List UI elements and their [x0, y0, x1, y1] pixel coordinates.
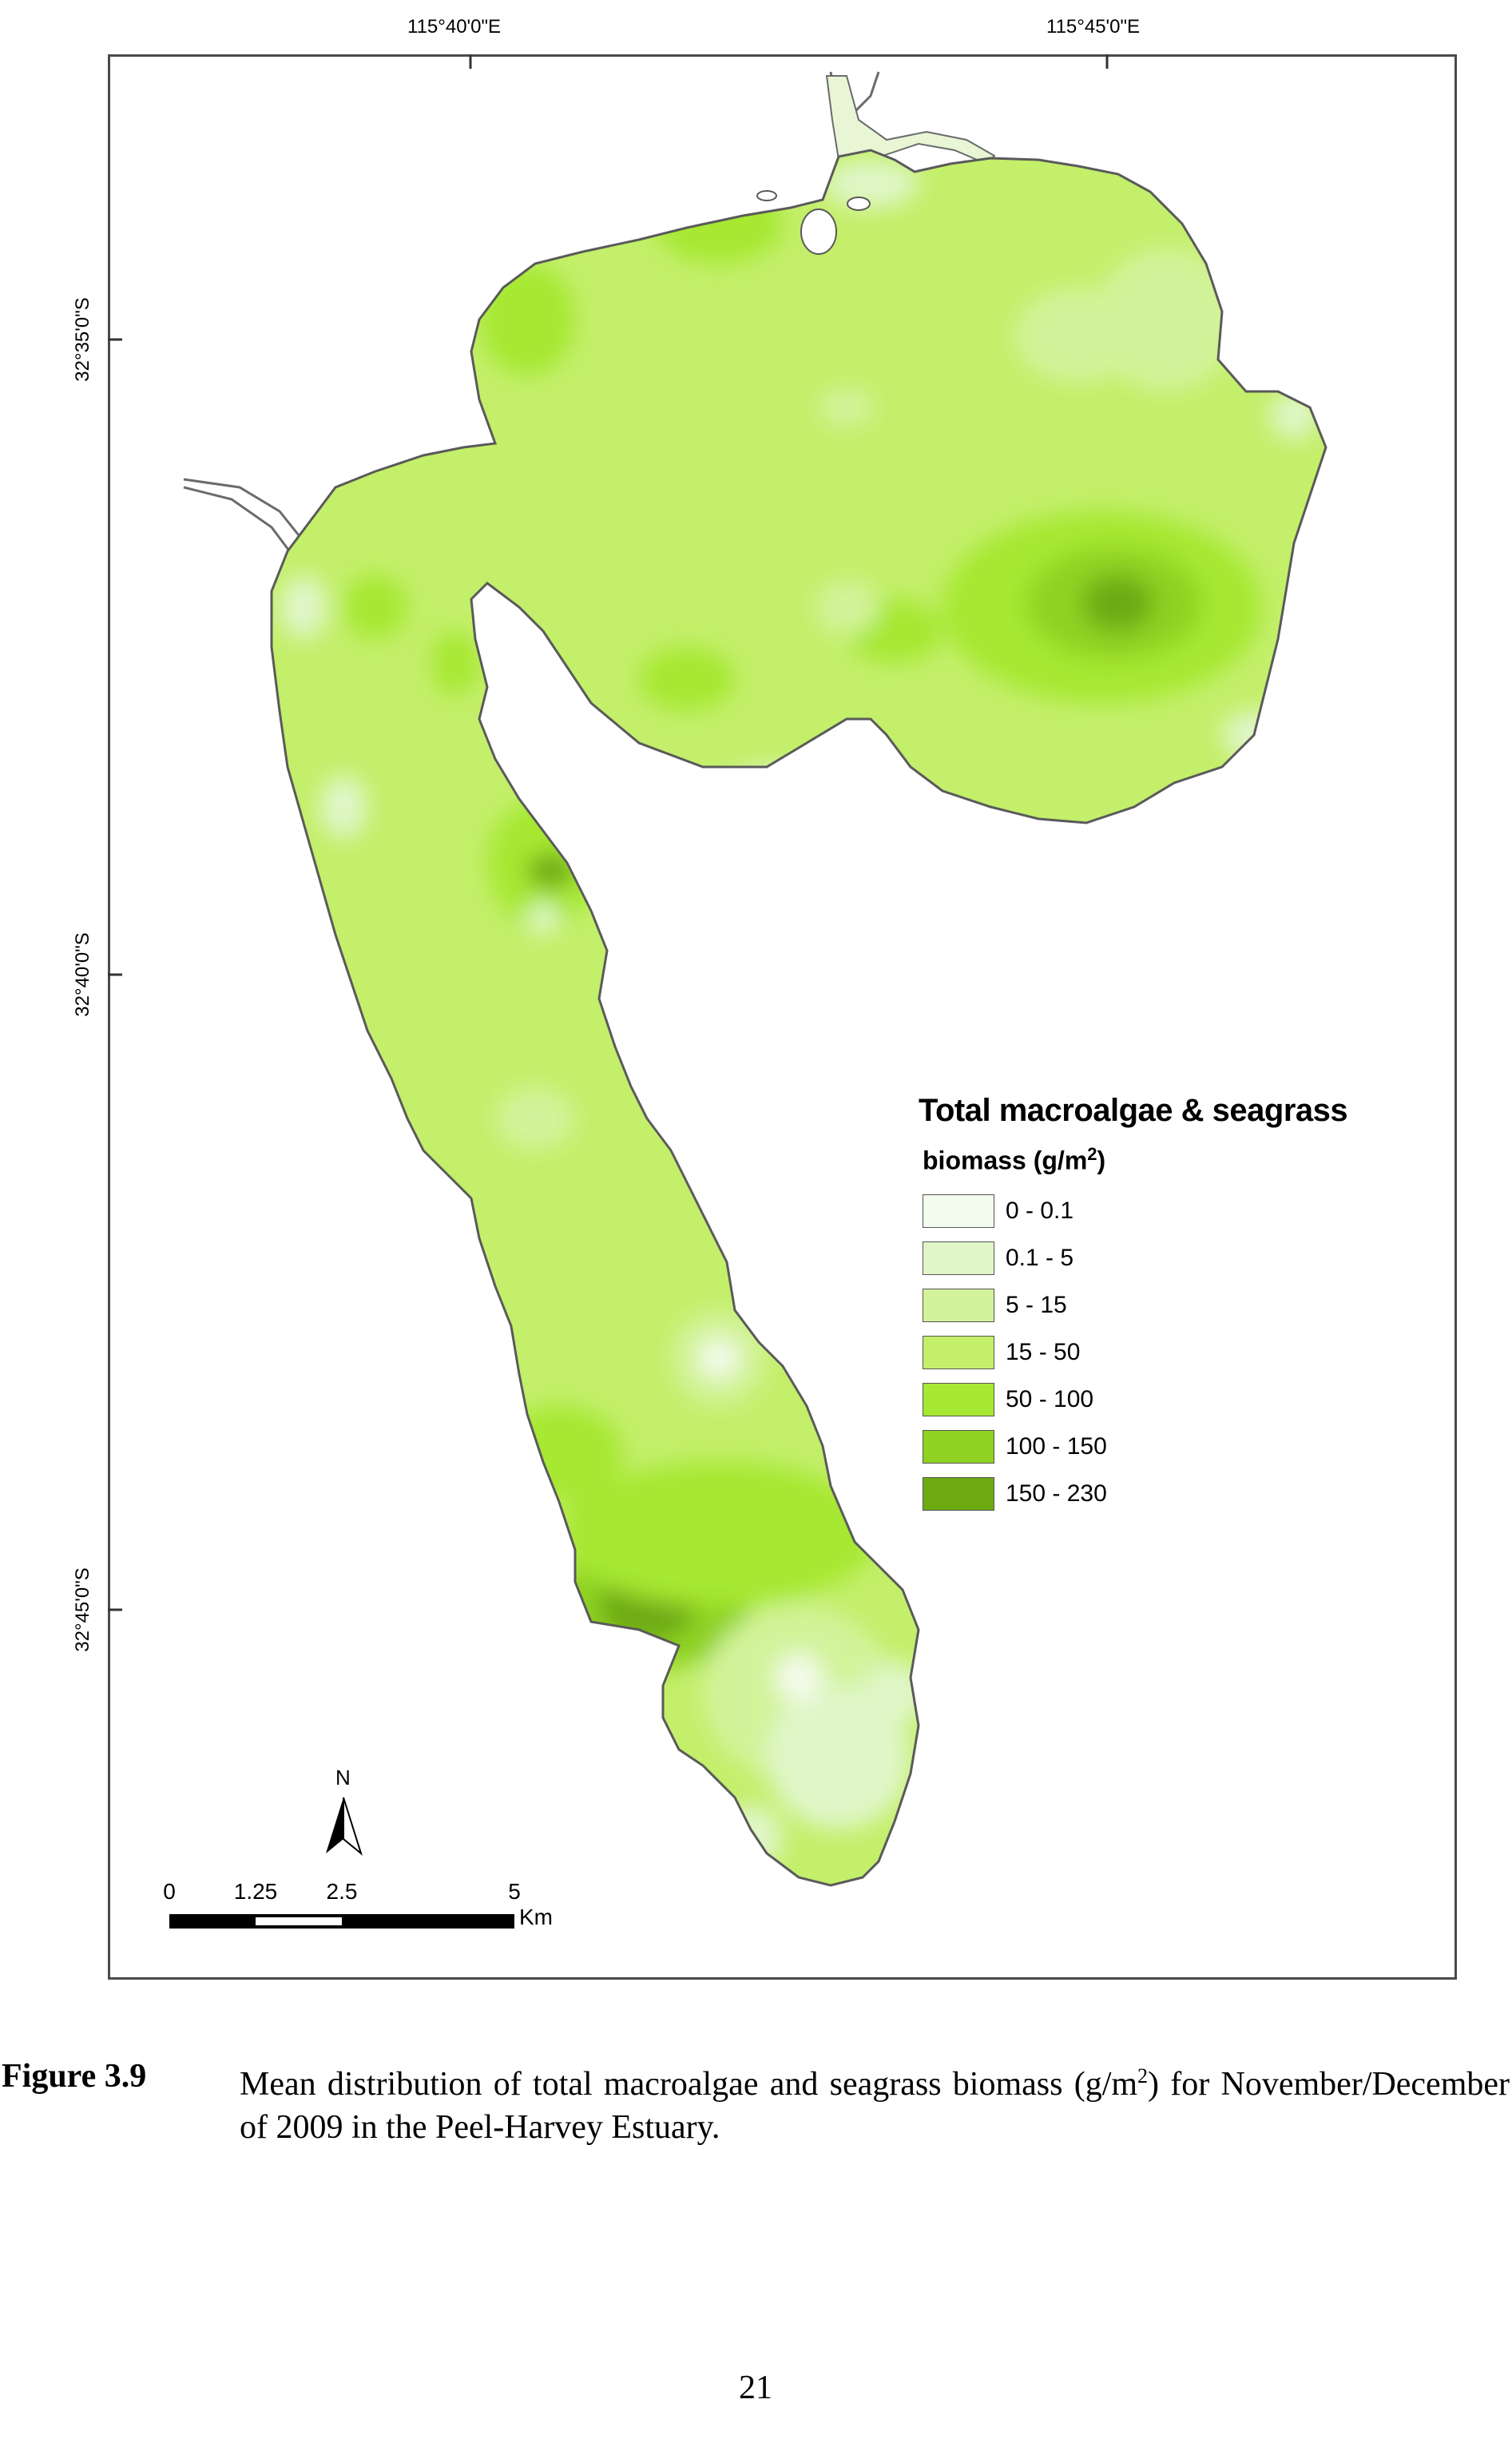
river-channel-west — [183, 478, 313, 560]
graticule-ticks — [108, 54, 1109, 1611]
island — [800, 209, 837, 255]
legend-subtitle: biomass (g/m2) — [923, 1144, 1106, 1175]
legend-label: 150 - 230 — [1006, 1480, 1107, 1507]
estuary-map — [108, 54, 1327, 1929]
legend-swatch — [923, 1477, 994, 1511]
legend-swatch — [923, 1336, 994, 1369]
legend-swatch — [923, 1194, 994, 1228]
legend-item: 5 - 15 — [923, 1289, 1067, 1322]
legend-swatch — [923, 1383, 994, 1416]
legend-label: 0.1 - 5 — [1006, 1245, 1074, 1271]
island — [756, 190, 777, 201]
latitude-label: 32°45'0"S — [72, 1567, 93, 1652]
biomass-patches — [280, 160, 1318, 1869]
legend-label: 100 - 150 — [1006, 1433, 1107, 1460]
scale-bar — [169, 1914, 514, 1929]
longitude-label: 115°45'0"E — [1046, 16, 1141, 38]
legend-swatch — [923, 1430, 994, 1464]
legend-swatch — [923, 1241, 994, 1275]
legend-label: 0 - 0.1 — [1006, 1198, 1074, 1224]
island — [847, 197, 871, 211]
legend-label: 5 - 15 — [1006, 1292, 1067, 1318]
estuary-outline — [270, 149, 1327, 1887]
legend-swatch — [923, 1289, 994, 1322]
legend-title: Total macroalgae & seagrass — [919, 1093, 1348, 1128]
page-number: 21 — [739, 2370, 772, 2406]
north-arrow — [326, 1797, 363, 1856]
scale-tick-label: 1.25 — [233, 1879, 278, 1904]
legend-label: 15 - 50 — [1006, 1339, 1081, 1365]
legend-item: 50 - 100 — [923, 1383, 1093, 1416]
latitude-label: 32°40'0"S — [72, 932, 93, 1017]
north-arrow-label: N — [335, 1766, 351, 1790]
legend-item: 100 - 150 — [923, 1430, 1107, 1464]
legend-item: 150 - 230 — [923, 1477, 1107, 1511]
figure-label: Figure 3.9 — [2, 2058, 147, 2095]
longitude-label: 115°40'0"E — [407, 16, 502, 38]
scale-tick-label: 5 — [508, 1879, 521, 1904]
latitude-label: 32°35'0"S — [72, 297, 93, 382]
figure-caption: Mean distribution of total macroalgae an… — [240, 2064, 1510, 2146]
legend-label: 50 - 100 — [1006, 1386, 1094, 1412]
scale-unit-label: Km — [519, 1905, 553, 1929]
legend-item: 15 - 50 — [923, 1336, 1080, 1369]
scale-tick-label: 2.5 — [326, 1879, 358, 1904]
legend-item: 0 - 0.1 — [923, 1194, 1073, 1228]
scale-tick-label: 0 — [163, 1879, 176, 1904]
legend-item: 0.1 - 5 — [923, 1241, 1073, 1275]
